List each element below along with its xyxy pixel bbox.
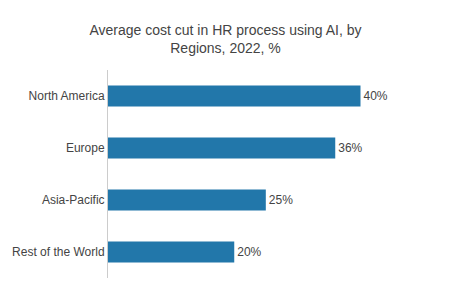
svg-text:25%: 25% (269, 193, 293, 207)
svg-text:Average cost cut in HR process: Average cost cut in HR process using AI,… (89, 22, 361, 56)
svg-text:Europe: Europe (66, 141, 105, 155)
svg-text:Asia-Pacific: Asia-Pacific (42, 193, 105, 207)
svg-text:North America: North America (29, 89, 105, 103)
svg-text:36%: 36% (338, 141, 362, 155)
svg-text:20%: 20% (237, 245, 261, 259)
svg-text:40%: 40% (364, 89, 388, 103)
svg-text:Rest of the World: Rest of the World (12, 245, 104, 259)
